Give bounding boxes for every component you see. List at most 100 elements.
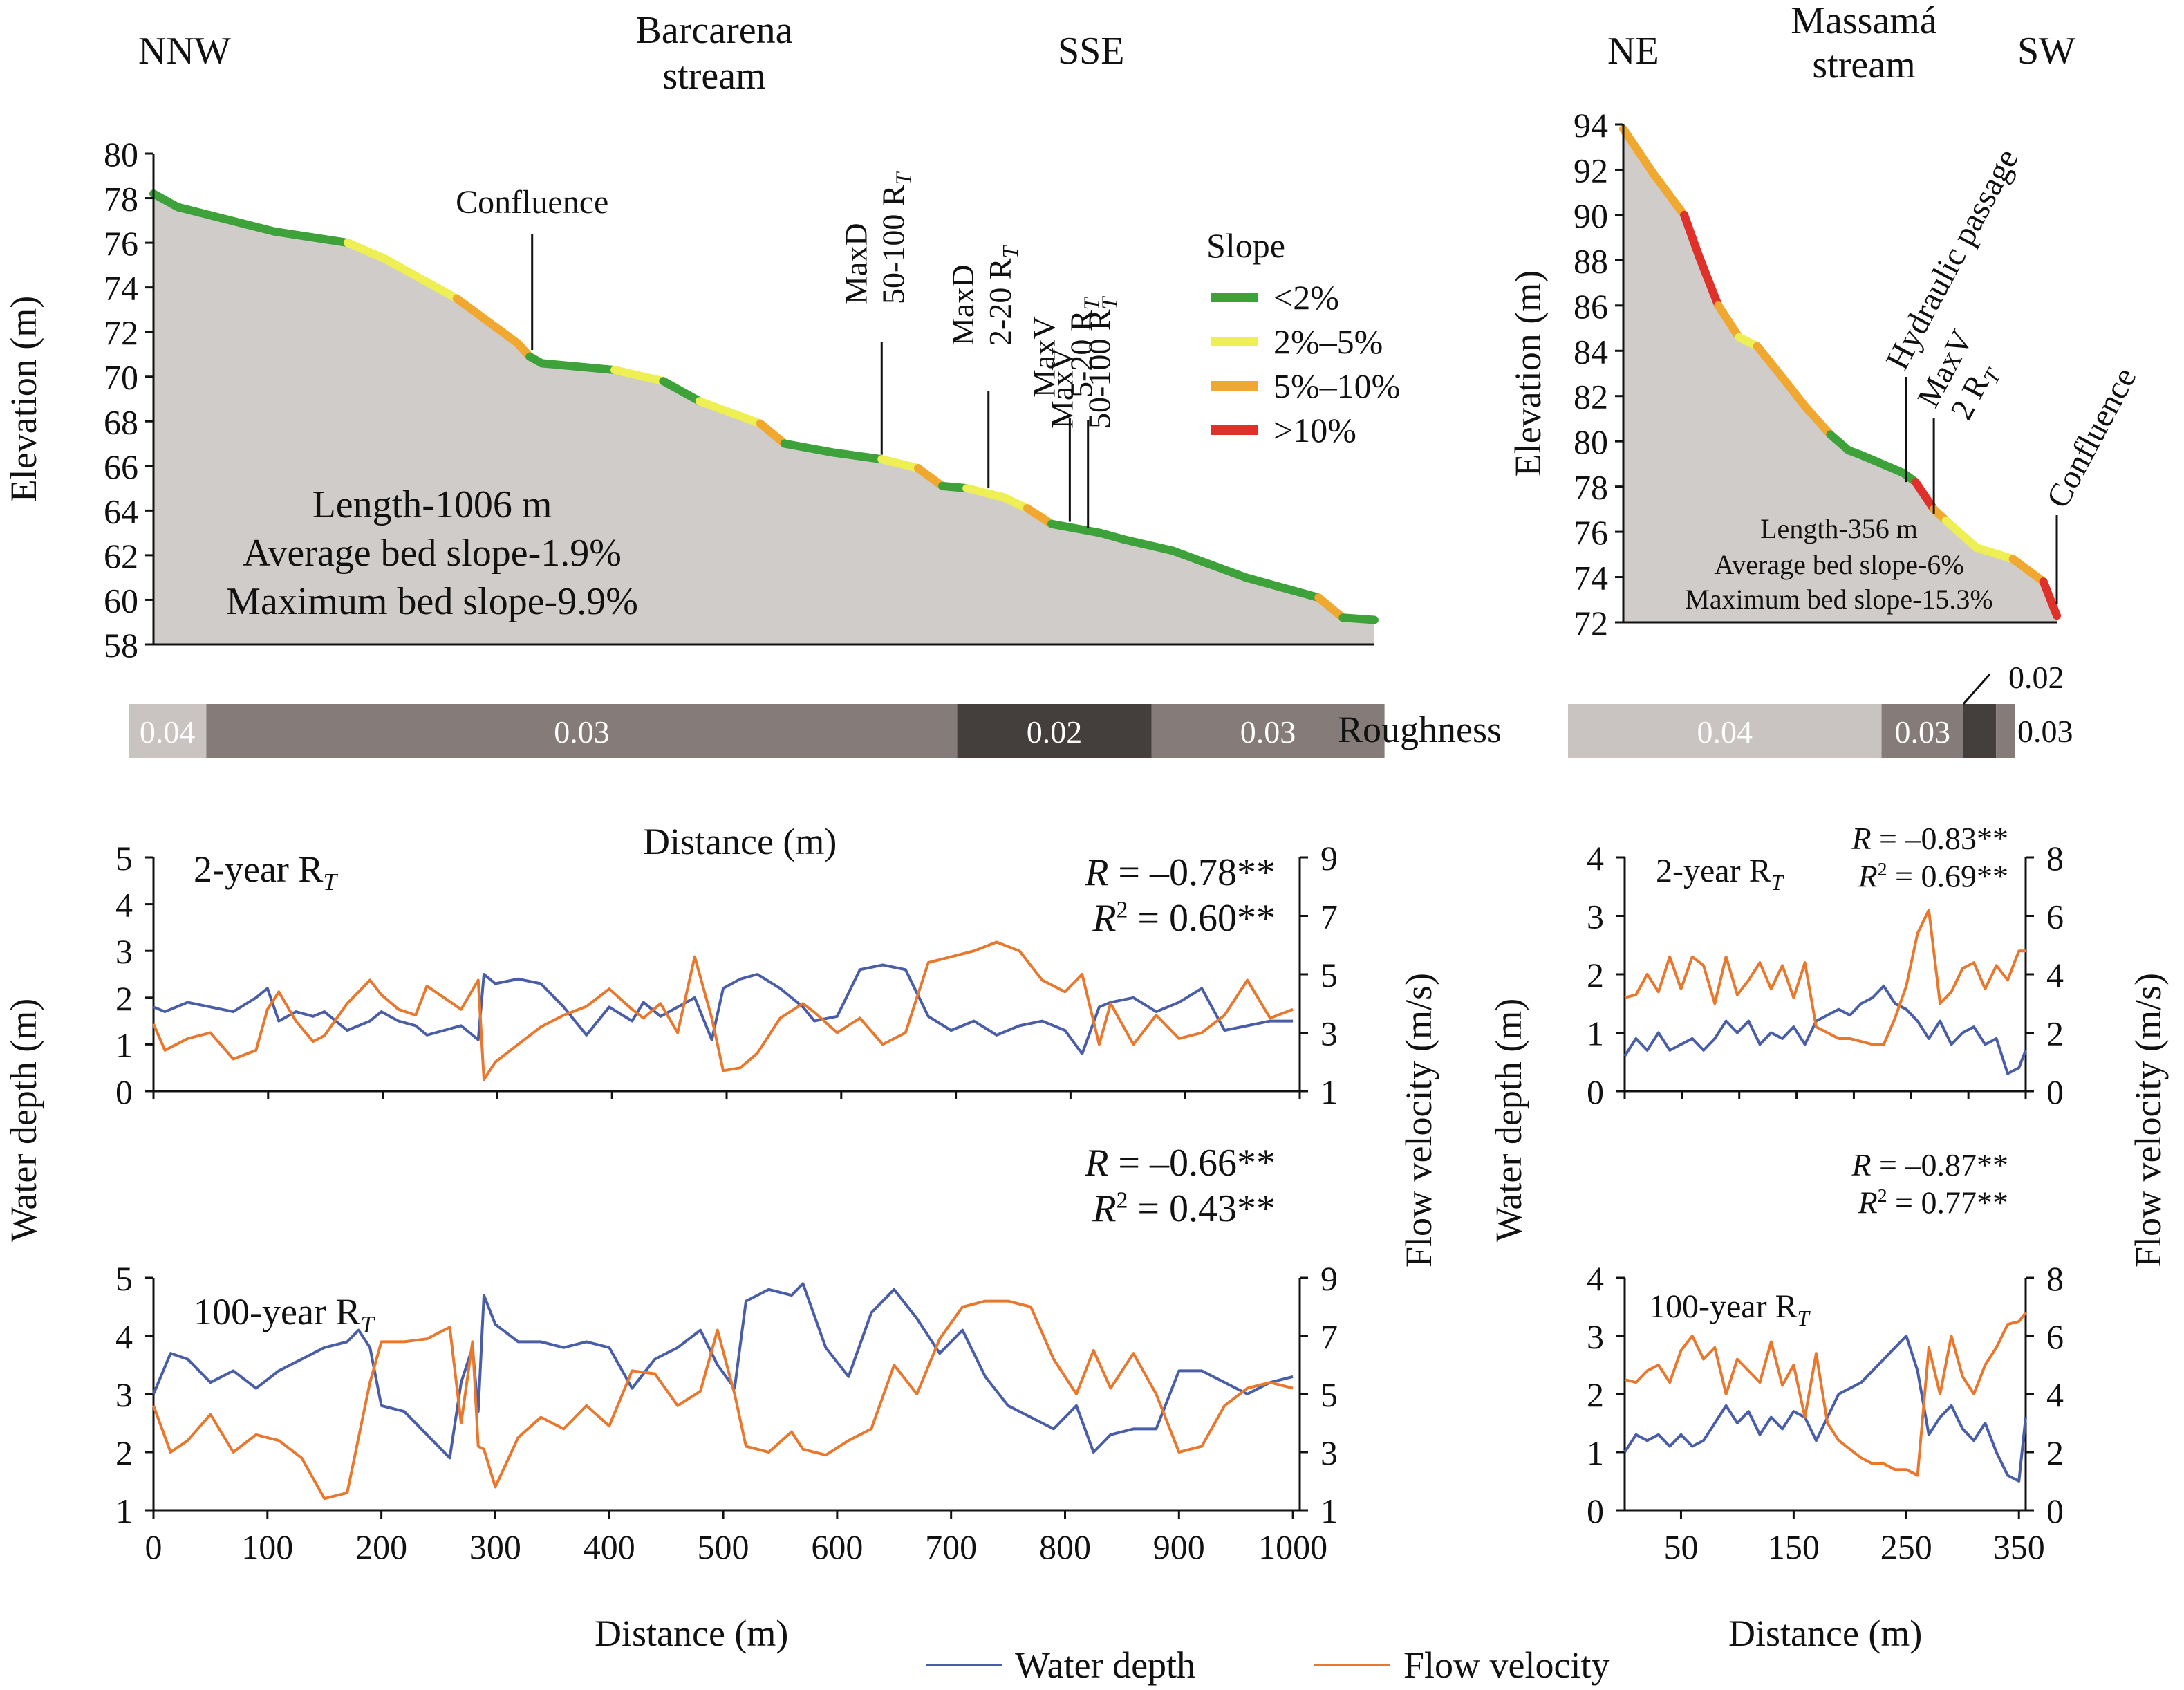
y-tick-label: 86 — [1574, 287, 1608, 326]
annotation-label: MaxV — [1045, 347, 1080, 429]
y-tick-label: 80 — [104, 135, 138, 174]
roughness-value: 0.03 — [1894, 714, 1950, 750]
y-tick-label: 0 — [1587, 1072, 1604, 1111]
correlation-r2: R2 = 0.43** — [1092, 1187, 1276, 1230]
annotation-label: MaxD — [945, 264, 980, 346]
bed-slope-segment — [998, 493, 1032, 513]
direction-left: NNW — [138, 30, 231, 73]
bed-slope-segment — [1241, 573, 1323, 602]
direction-right: SW — [2017, 30, 2075, 73]
x-tick-label: 250 — [1880, 1528, 1932, 1566]
y-tick-label: 1 — [115, 1025, 133, 1064]
bottom-legend: Water depth Flow velocity — [926, 1644, 1609, 1686]
correlation-r: R = –0.78** — [1084, 851, 1276, 894]
panel-label: 100-year RT — [194, 1291, 375, 1338]
y-tick-label: 78 — [104, 180, 138, 219]
legend-label: >10% — [1273, 411, 1356, 449]
y-tick-label: 0 — [115, 1072, 133, 1111]
roughness-value: 0.03 — [554, 714, 610, 750]
bottom-distance-label-right: Distance (m) — [1728, 1613, 1922, 1654]
profile-info-text: Length-356 m — [1760, 513, 1918, 544]
y-tick-label: 4 — [115, 886, 133, 925]
bed-slope-segment — [452, 294, 522, 348]
bed-slope-segment — [1911, 478, 1939, 514]
bed-slope-segment — [380, 254, 461, 303]
y-tick-label: 88 — [1574, 241, 1608, 280]
stat-superscript: 2 — [1117, 897, 1128, 922]
elevation-axis-label: Elevation (m) — [3, 296, 44, 502]
y-tick-label: 72 — [1574, 604, 1608, 642]
stat-value: = 0.60** — [1128, 897, 1276, 940]
y-tick-label: 3 — [1320, 1014, 1338, 1053]
roughness-leader — [1962, 674, 1991, 705]
bed-slope-segment — [343, 239, 389, 263]
bed-slope-segment — [270, 227, 352, 248]
bottom-distance-label-left: Distance (m) — [595, 1613, 788, 1654]
bed-slope-segment — [1714, 301, 1744, 342]
y-tick-label: 7 — [1320, 898, 1338, 936]
y-tick-label: 3 — [1587, 898, 1604, 936]
panel-label: 100-year RT — [1649, 1288, 1811, 1330]
flow-velocity-line — [152, 1299, 1294, 1501]
x-tick-label: 200 — [355, 1528, 407, 1566]
roughness-bars: 0.04 0.03 0.02 0.03 0.04 0.03 0.02 0.03 — [129, 660, 2073, 758]
y-tick-label: 74 — [1574, 559, 1608, 597]
legend-depth-label: Water depth — [1015, 1644, 1195, 1686]
y-tick-label: 74 — [104, 269, 138, 308]
stat-symbol: R — [1858, 858, 1878, 893]
y-tick-label: 3 — [115, 932, 133, 971]
legend-label: 2%–5% — [1273, 322, 1383, 361]
x-tick-label: 300 — [469, 1528, 521, 1566]
y-tick-label: 6 — [2046, 898, 2064, 936]
profile-info-text: Average bed slope-6% — [1714, 549, 1963, 580]
annotation-label: Confluence — [456, 184, 608, 221]
profile-info-text: Length-1006 m — [312, 483, 552, 526]
roughness-segment — [1881, 704, 1963, 758]
y-tick-label: 4 — [2046, 956, 2064, 994]
y-tick-label: 8 — [2046, 1259, 2064, 1298]
stat-superscript: 2 — [1878, 858, 1887, 880]
y-tick-label: 5 — [1320, 1375, 1338, 1414]
massama-profile-chart: 72 74 76 78 80 82 84 86 88 90 92 94 Elevation (m) NE S… — [1507, 0, 2144, 642]
bed-slope-segment — [1972, 544, 2017, 564]
bed-slope-segment — [1941, 516, 1981, 552]
y-tick-label: 2 — [115, 979, 133, 1018]
annotation-subscript: T — [1079, 297, 1103, 310]
y-tick-label: 2 — [1587, 956, 1604, 994]
roughness-segment — [129, 704, 207, 758]
bed-slope-segment — [756, 419, 789, 448]
y-tick-label: 5 — [115, 839, 133, 878]
bed-slope-segment — [1680, 210, 1704, 260]
y-tick-label: 80 — [1574, 423, 1608, 461]
y-tick-label: 1 — [1587, 1014, 1604, 1053]
bed-slope-segment — [1650, 170, 1689, 219]
bed-slope-segment — [174, 203, 279, 236]
water-depth-axis-label: Water depth (m) — [3, 999, 44, 1243]
y-tick-label: 4 — [1587, 839, 1604, 878]
water-depth-line — [153, 963, 1294, 1055]
roughness-value: 0.03 — [1240, 714, 1296, 750]
elevation-axis-label: Elevation (m) — [1507, 270, 1549, 476]
stat-value: = 0.43** — [1128, 1187, 1276, 1230]
legend-label: <2% — [1273, 278, 1339, 317]
annotation-subscript: T — [998, 245, 1023, 259]
profile-info-text: Maximum bed slope-9.9% — [226, 580, 638, 623]
x-tick-label: 500 — [698, 1528, 749, 1566]
water-depth-line — [1623, 984, 2027, 1075]
stat-symbol: R — [1092, 1187, 1116, 1230]
bed-slope-segment — [1314, 593, 1347, 622]
y-tick-label: 2 — [115, 1433, 133, 1472]
y-tick-label: 1 — [1320, 1072, 1338, 1111]
y-tick-label: 3 — [1320, 1433, 1338, 1472]
y-tick-label: 9 — [1320, 1259, 1338, 1298]
stat-value: = 0.77** — [1887, 1185, 2008, 1220]
bed-slope-segment — [1120, 535, 1177, 555]
annotation-label: MaxD — [838, 223, 873, 304]
stat-symbol: R — [1851, 821, 1871, 856]
roughness-value: 0.04 — [1697, 714, 1753, 750]
x-tick-label: 1000 — [1258, 1528, 1327, 1566]
annotation-label: MaxV — [1026, 316, 1061, 398]
y-tick-label: 66 — [104, 447, 138, 486]
annotation-label: 50-100 RT — [875, 171, 915, 305]
